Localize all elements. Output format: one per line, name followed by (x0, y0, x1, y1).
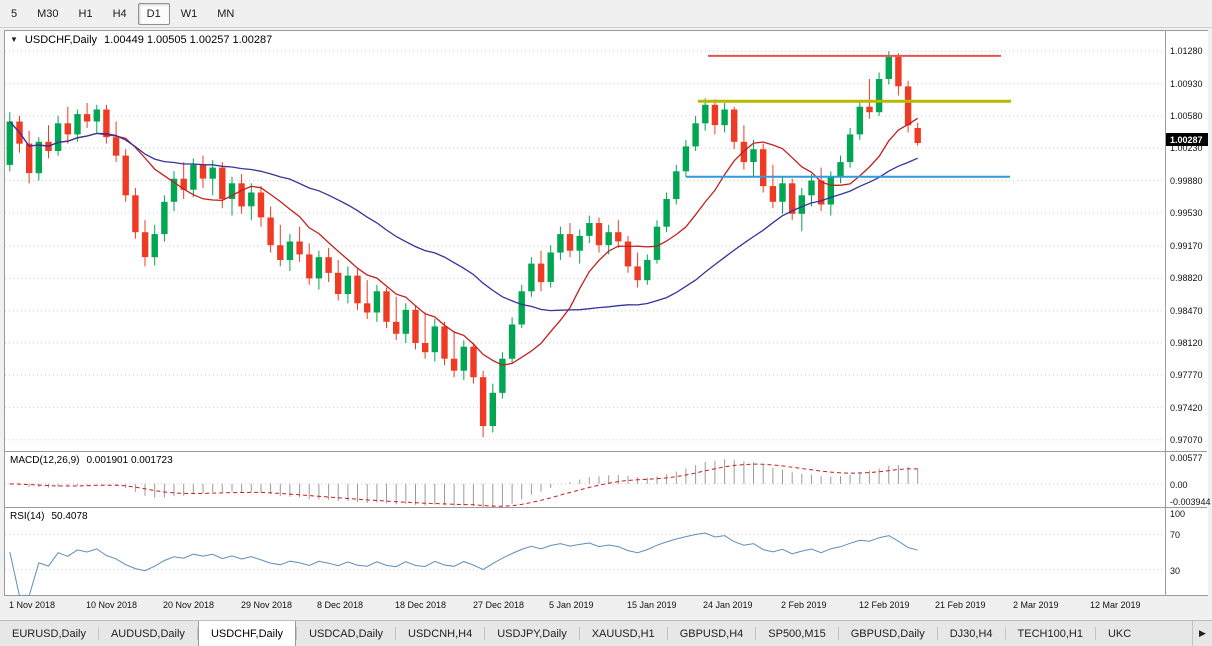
rsi-axis-label: 100 (1170, 509, 1186, 519)
chart-region: ▼ USDCHF,Daily 1.00449 1.00505 1.00257 1… (4, 30, 1211, 596)
date-axis-label: 15 Jan 2019 (627, 600, 677, 610)
tab-gbpusd-h4[interactable]: GBPUSD,H4 (679, 627, 744, 640)
date-axis-label: 27 Dec 2018 (473, 600, 525, 610)
price-axis-label: 0.99530 (1170, 207, 1203, 218)
timeframe-button-h1[interactable]: H1 (70, 3, 102, 25)
date-axis-label: 20 Nov 2018 (163, 600, 215, 610)
macd-title-values: 0.001901 0.001723 (86, 455, 173, 466)
date-axis-label: 24 Jan 2019 (703, 600, 753, 610)
date-axis-label: 2 Feb 2019 (781, 600, 827, 610)
tab-separator (1094, 627, 1096, 640)
panel-separator (5, 451, 1207, 452)
tab-separator (484, 627, 486, 640)
price-axis-label: 1.00580 (1170, 110, 1203, 121)
tab-separator (97, 627, 99, 640)
rsi-panel[interactable] (5, 508, 1165, 596)
tab-sp500-m15[interactable]: SP500,M15 (768, 627, 826, 640)
rsi-title-value: 50.4078 (51, 511, 88, 522)
date-axis-label: 29 Nov 2018 (241, 600, 293, 610)
tab-separator (1004, 627, 1006, 640)
tab-usdcnh-h4[interactable]: USDCNH,H4 (408, 627, 473, 640)
macd-title-label: MACD(12,26,9) (10, 455, 80, 466)
date-axis-label: 18 Dec 2018 (395, 600, 447, 610)
chart-title-symbol: USDCHF,Daily (24, 34, 98, 46)
price-axis-label: 0.98120 (1170, 338, 1203, 348)
date-axis-label: 8 Dec 2018 (317, 600, 364, 610)
tab-separator (296, 627, 298, 640)
chart-title-ohlc: 1.00449 1.00505 1.00257 1.00287 (104, 34, 273, 46)
date-axis-label: 5 Jan 2019 (549, 600, 594, 610)
rsi-axis-label: 30 (1170, 565, 1181, 576)
tab-usdcad-daily[interactable]: USDCAD,Daily (309, 627, 384, 640)
date-axis: 1 Nov 2018 10 Nov 2018 20 Nov 2018 29 Nov 2… (4, 598, 1208, 616)
price-axis-label: 0.97070 (1170, 434, 1203, 445)
price-axis-label: 1.00230 (1170, 143, 1203, 154)
panel-separator (5, 507, 1207, 508)
tab-separator (755, 627, 757, 640)
tab-audusd-daily[interactable]: AUDUSD,Daily (110, 627, 185, 640)
price-axis-label: 1.01280 (1170, 46, 1203, 57)
timeframe-toolbar: 5 M30 H1 H4 D1 W1 MN (0, 0, 1212, 28)
price-axis-label: 0.97770 (1170, 370, 1203, 381)
price-axis: 1.01280 1.00930 1.00580 1.00230 0.99880 0.995… (1165, 31, 1211, 595)
macd-axis-label: 0.00 (1170, 479, 1188, 490)
macd-axis-label: -0.003944 (1170, 497, 1211, 507)
chart-title: ▼ USDCHF,Daily 1.00449 1.00505 1.00257 1… (10, 34, 272, 46)
date-axis-label: 1 Nov 2018 (9, 600, 56, 610)
timeframe-button-mn[interactable]: MN (208, 3, 243, 25)
symbol-tabbar: EURUSD,Daily AUDUSD,Daily USDCHF,Daily USDC… (0, 620, 1212, 646)
tab-usdjpy-daily[interactable]: USDJPY,Daily (497, 627, 567, 640)
tab-scroll-right-icon[interactable]: ▶ (1192, 621, 1212, 646)
tab-separator (578, 627, 580, 640)
tab-separator (196, 627, 198, 640)
price-axis-label: 0.98820 (1170, 273, 1203, 284)
tab-usdchf-daily[interactable]: USDCHF,Daily (197, 621, 297, 646)
timeframe-button-h4[interactable]: H4 (104, 3, 136, 25)
main-price-chart[interactable] (5, 31, 1165, 451)
date-axis-label: 12 Feb 2019 (859, 600, 910, 610)
tab-separator (395, 627, 397, 640)
rsi-axis-label: 70 (1170, 530, 1181, 541)
date-axis-label: 10 Nov 2018 (86, 600, 138, 610)
price-axis-label: 0.97420 (1170, 402, 1203, 413)
date-axis-label: 12 Mar 2019 (1090, 600, 1141, 610)
macd-title: MACD(12,26,9) 0.001901 0.001723 (10, 455, 173, 466)
current-price-tag: 1.00287 (1166, 132, 1208, 146)
tab-dj30-h4[interactable]: DJ30,H4 (949, 627, 993, 640)
price-axis-label: 0.99880 (1170, 175, 1203, 186)
tab-separator (936, 627, 938, 640)
macd-panel[interactable] (5, 452, 1165, 507)
macd-axis-label: 0.00577 (1170, 453, 1203, 463)
timeframe-button-w1[interactable]: W1 (172, 3, 207, 25)
chart-expand-icon[interactable]: ▼ (10, 35, 18, 44)
timeframe-button-d1[interactable]: D1 (137, 2, 170, 25)
tab-ukc[interactable]: UKC (1107, 627, 1132, 640)
rsi-title: RSI(14) 50.4078 (10, 511, 88, 522)
tab-eurusd-daily[interactable]: EURUSD,Daily (12, 627, 86, 640)
tab-tech100-h1[interactable]: TECH100,H1 (1017, 627, 1083, 640)
timeframe-button-5[interactable]: 5 (2, 3, 26, 25)
tab-separator (837, 627, 839, 640)
tab-separator (666, 627, 668, 640)
price-axis-label: 0.99170 (1170, 241, 1203, 252)
date-axis-label: 2 Mar 2019 (1013, 600, 1059, 610)
timeframe-button-m30[interactable]: M30 (28, 3, 67, 25)
price-axis-label: 0.98470 (1170, 305, 1203, 316)
rsi-title-label: RSI(14) (10, 511, 45, 522)
date-axis-label: 21 Feb 2019 (935, 600, 986, 610)
price-axis-label: 1.00930 (1170, 78, 1203, 89)
tab-gbpusd-daily[interactable]: GBPUSD,Daily (850, 627, 925, 640)
tab-xauusd-h1[interactable]: XAUUSD,H1 (591, 627, 655, 640)
